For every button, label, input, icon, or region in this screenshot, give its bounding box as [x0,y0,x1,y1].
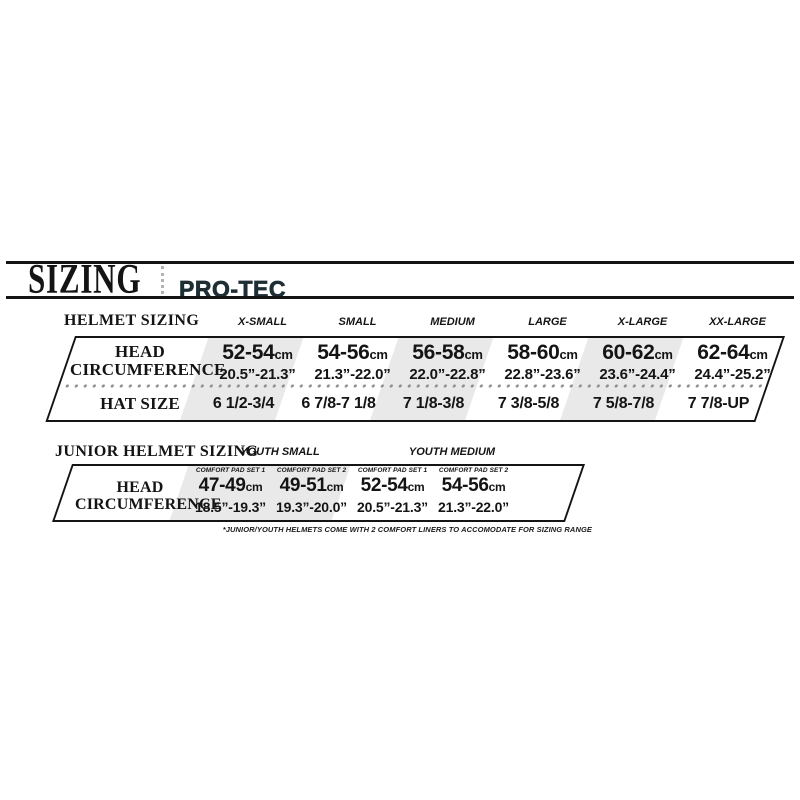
col-header-x-large: X-LARGE [617,316,668,328]
junior-head-circumference-label: HEAD CIRCUMFERENCE [75,479,222,513]
adult-section-title: HELMET SIZING [64,312,200,329]
adult-sizing-table: HEAD CIRCUMFERENCE 52-54cm 20.5”-21.3” 5… [45,336,786,422]
table-cell: 54-56cm 21.3”-22.0” [314,341,391,383]
table-cell: 54-56cm 21.3”-22.0” [438,475,509,515]
table-cell: 6 7/8-7 1/8 [301,395,376,412]
junior-section-title: JUNIOR HELMET SIZING [55,443,259,460]
adult-head-circumference-label: HEAD CIRCUMFERENCE [70,342,226,379]
cm-unit: cm [749,347,769,362]
table-cell: 49-51cm 19.3”-20.0” [276,475,347,515]
col-header-large: LARGE [528,316,567,328]
dotted-separator [161,266,164,294]
table-cell: 7 7/8-UP [687,395,750,412]
table-cell: 58-60cm 22.8”-23.6” [504,341,581,383]
cm-unit: cm [654,347,674,362]
col-header-medium: MEDIUM [430,316,475,328]
cm-unit: cm [369,347,389,362]
group-header-youth-medium: YOUTH MEDIUM [408,446,496,458]
col-header-small: SMALL [338,316,377,328]
top-rule [6,261,794,264]
junior-sizing-footnote: *JUNIOR/YOUTH HELMETS COME WITH 2 COMFOR… [222,525,592,534]
table-cell: 7 1/8-3/8 [402,395,465,412]
table-cell: 52-54cm 20.5”-21.3” [357,475,428,515]
pad-set-header: COMFORT PAD SET 2 [276,467,347,474]
cm-unit: cm [488,480,506,494]
table-cell: 52-54cm 20.5”-21.3” [219,341,296,383]
table-cell: 6 1/2-3/4 [212,395,275,412]
table-cell: 47-49cm 18.5”-19.3” [195,475,266,515]
comfort-pad-set-headers: COMFORT PAD SET 1 COMFORT PAD SET 2 COMF… [190,467,514,474]
adult-column-headers: X-SMALL SMALL MEDIUM LARGE X-LARGE XX-LA… [215,316,785,328]
table-cell: 7 3/8-5/8 [497,395,560,412]
group-header-youth-small: YOUTH SMALL [240,446,320,458]
cm-unit: cm [326,480,344,494]
table-cell: 60-62cm 23.6”-24.4” [599,341,676,383]
junior-head-circumference-values: 47-49cm 18.5”-19.3” 49-51cm 19.3”-20.0” … [190,475,514,515]
cm-unit: cm [407,480,425,494]
hat-size-label: HAT SIZE [100,394,180,413]
table-cell: 62-64cm 24.4”-25.2” [694,341,771,383]
pad-set-header: COMFORT PAD SET 1 [195,467,266,474]
page-title: SIZING [28,257,142,303]
pad-set-header: COMFORT PAD SET 1 [357,467,428,474]
hat-size-values: 6 1/2-3/4 6 7/8-7 1/8 7 1/8-3/8 7 3/8-5/… [196,395,766,413]
col-header-x-small: X-SMALL [238,316,287,328]
cm-unit: cm [464,347,484,362]
cm-unit: cm [245,480,263,494]
col-header-xx-large: XX-LARGE [709,316,766,328]
table-cell: 7 5/8-7/8 [592,395,655,412]
table-cell: 56-58cm 22.0”-22.8” [409,341,486,383]
junior-sizing-table: COMFORT PAD SET 1 COMFORT PAD SET 2 COMF… [52,464,586,522]
pad-set-header: COMFORT PAD SET 2 [438,467,509,474]
cm-unit: cm [274,347,294,362]
header-rule [6,296,794,299]
cm-unit: cm [559,347,579,362]
dotted-row-divider [62,384,764,388]
adult-head-circumference-values: 52-54cm 20.5”-21.3” 54-56cm 21.3”-22.0” … [210,341,780,383]
